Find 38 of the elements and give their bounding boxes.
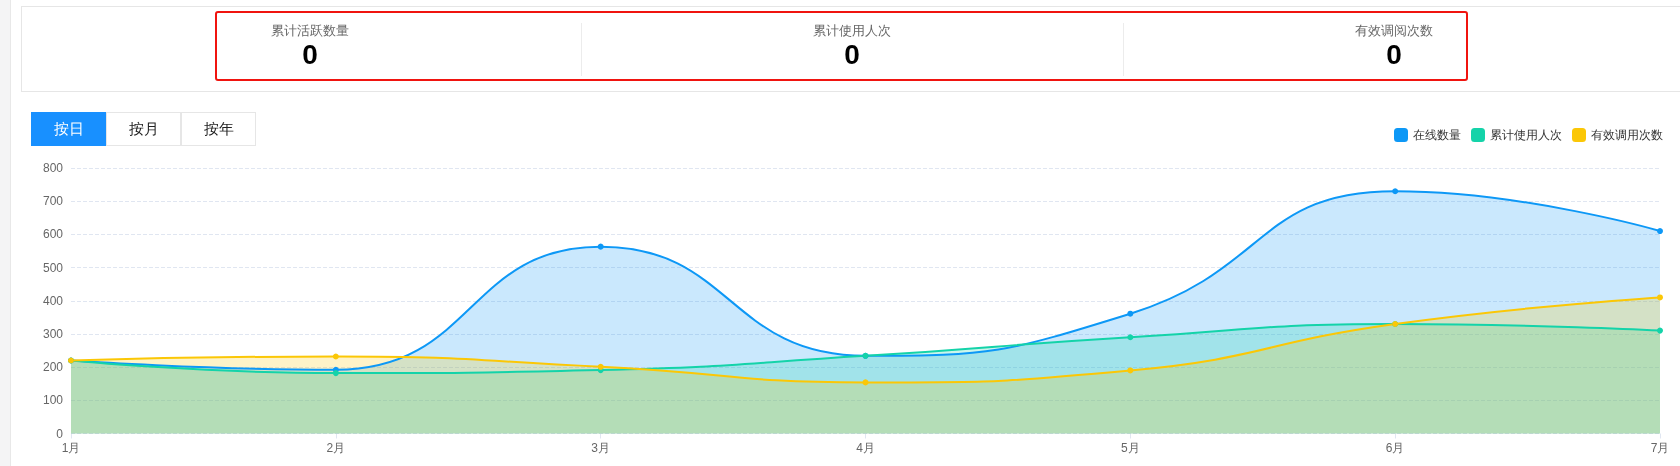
data-label: 0: [1385, 38, 1403, 72]
point: [597, 363, 604, 370]
point: [1392, 188, 1399, 195]
y-tick-label: 100: [42, 393, 64, 408]
x-tick-label: 5月: [1120, 440, 1140, 455]
legend-label: 累计使用人次: [1490, 128, 1562, 142]
tab-button[interactable]: 按年: [181, 112, 256, 146]
legend-label: 有效调用次数: [1591, 128, 1663, 142]
point: [1127, 310, 1134, 317]
y-tick-label: 200: [42, 360, 64, 375]
y-tick-label: 700: [42, 194, 64, 209]
x-tick-label: 4月: [856, 440, 875, 455]
tab-button[interactable]: 按月: [106, 112, 181, 146]
point: [332, 370, 339, 377]
y-tick-label: 0: [56, 426, 64, 441]
y-tick-label: 500: [42, 260, 64, 275]
category-label: 累计使用人次: [812, 22, 892, 40]
point: [1657, 327, 1663, 334]
x-tick-label: 1月: [61, 440, 81, 455]
point: [1657, 228, 1663, 235]
y-tick-label: 800: [42, 161, 64, 175]
data-label: 0: [301, 38, 319, 72]
x-tick-label: 7月: [1650, 440, 1670, 455]
category-label: 有效调阅次数: [1354, 22, 1434, 40]
point: [1657, 294, 1663, 301]
category-label: 累计活跃数量: [270, 22, 350, 40]
y-tick-label: 600: [42, 227, 64, 242]
point: [332, 353, 339, 360]
y-tick-label: 300: [42, 326, 64, 341]
point: [1127, 367, 1134, 374]
x-tick-label: 3月: [591, 440, 611, 455]
legend-label: 在线数量: [1413, 128, 1461, 142]
data-label: 0: [843, 38, 861, 72]
point: [1127, 334, 1134, 341]
x-tick-label: 6月: [1385, 440, 1405, 455]
point: [597, 243, 604, 250]
x-tick-label: 2月: [326, 440, 346, 455]
y-tick-label: 400: [42, 293, 64, 308]
